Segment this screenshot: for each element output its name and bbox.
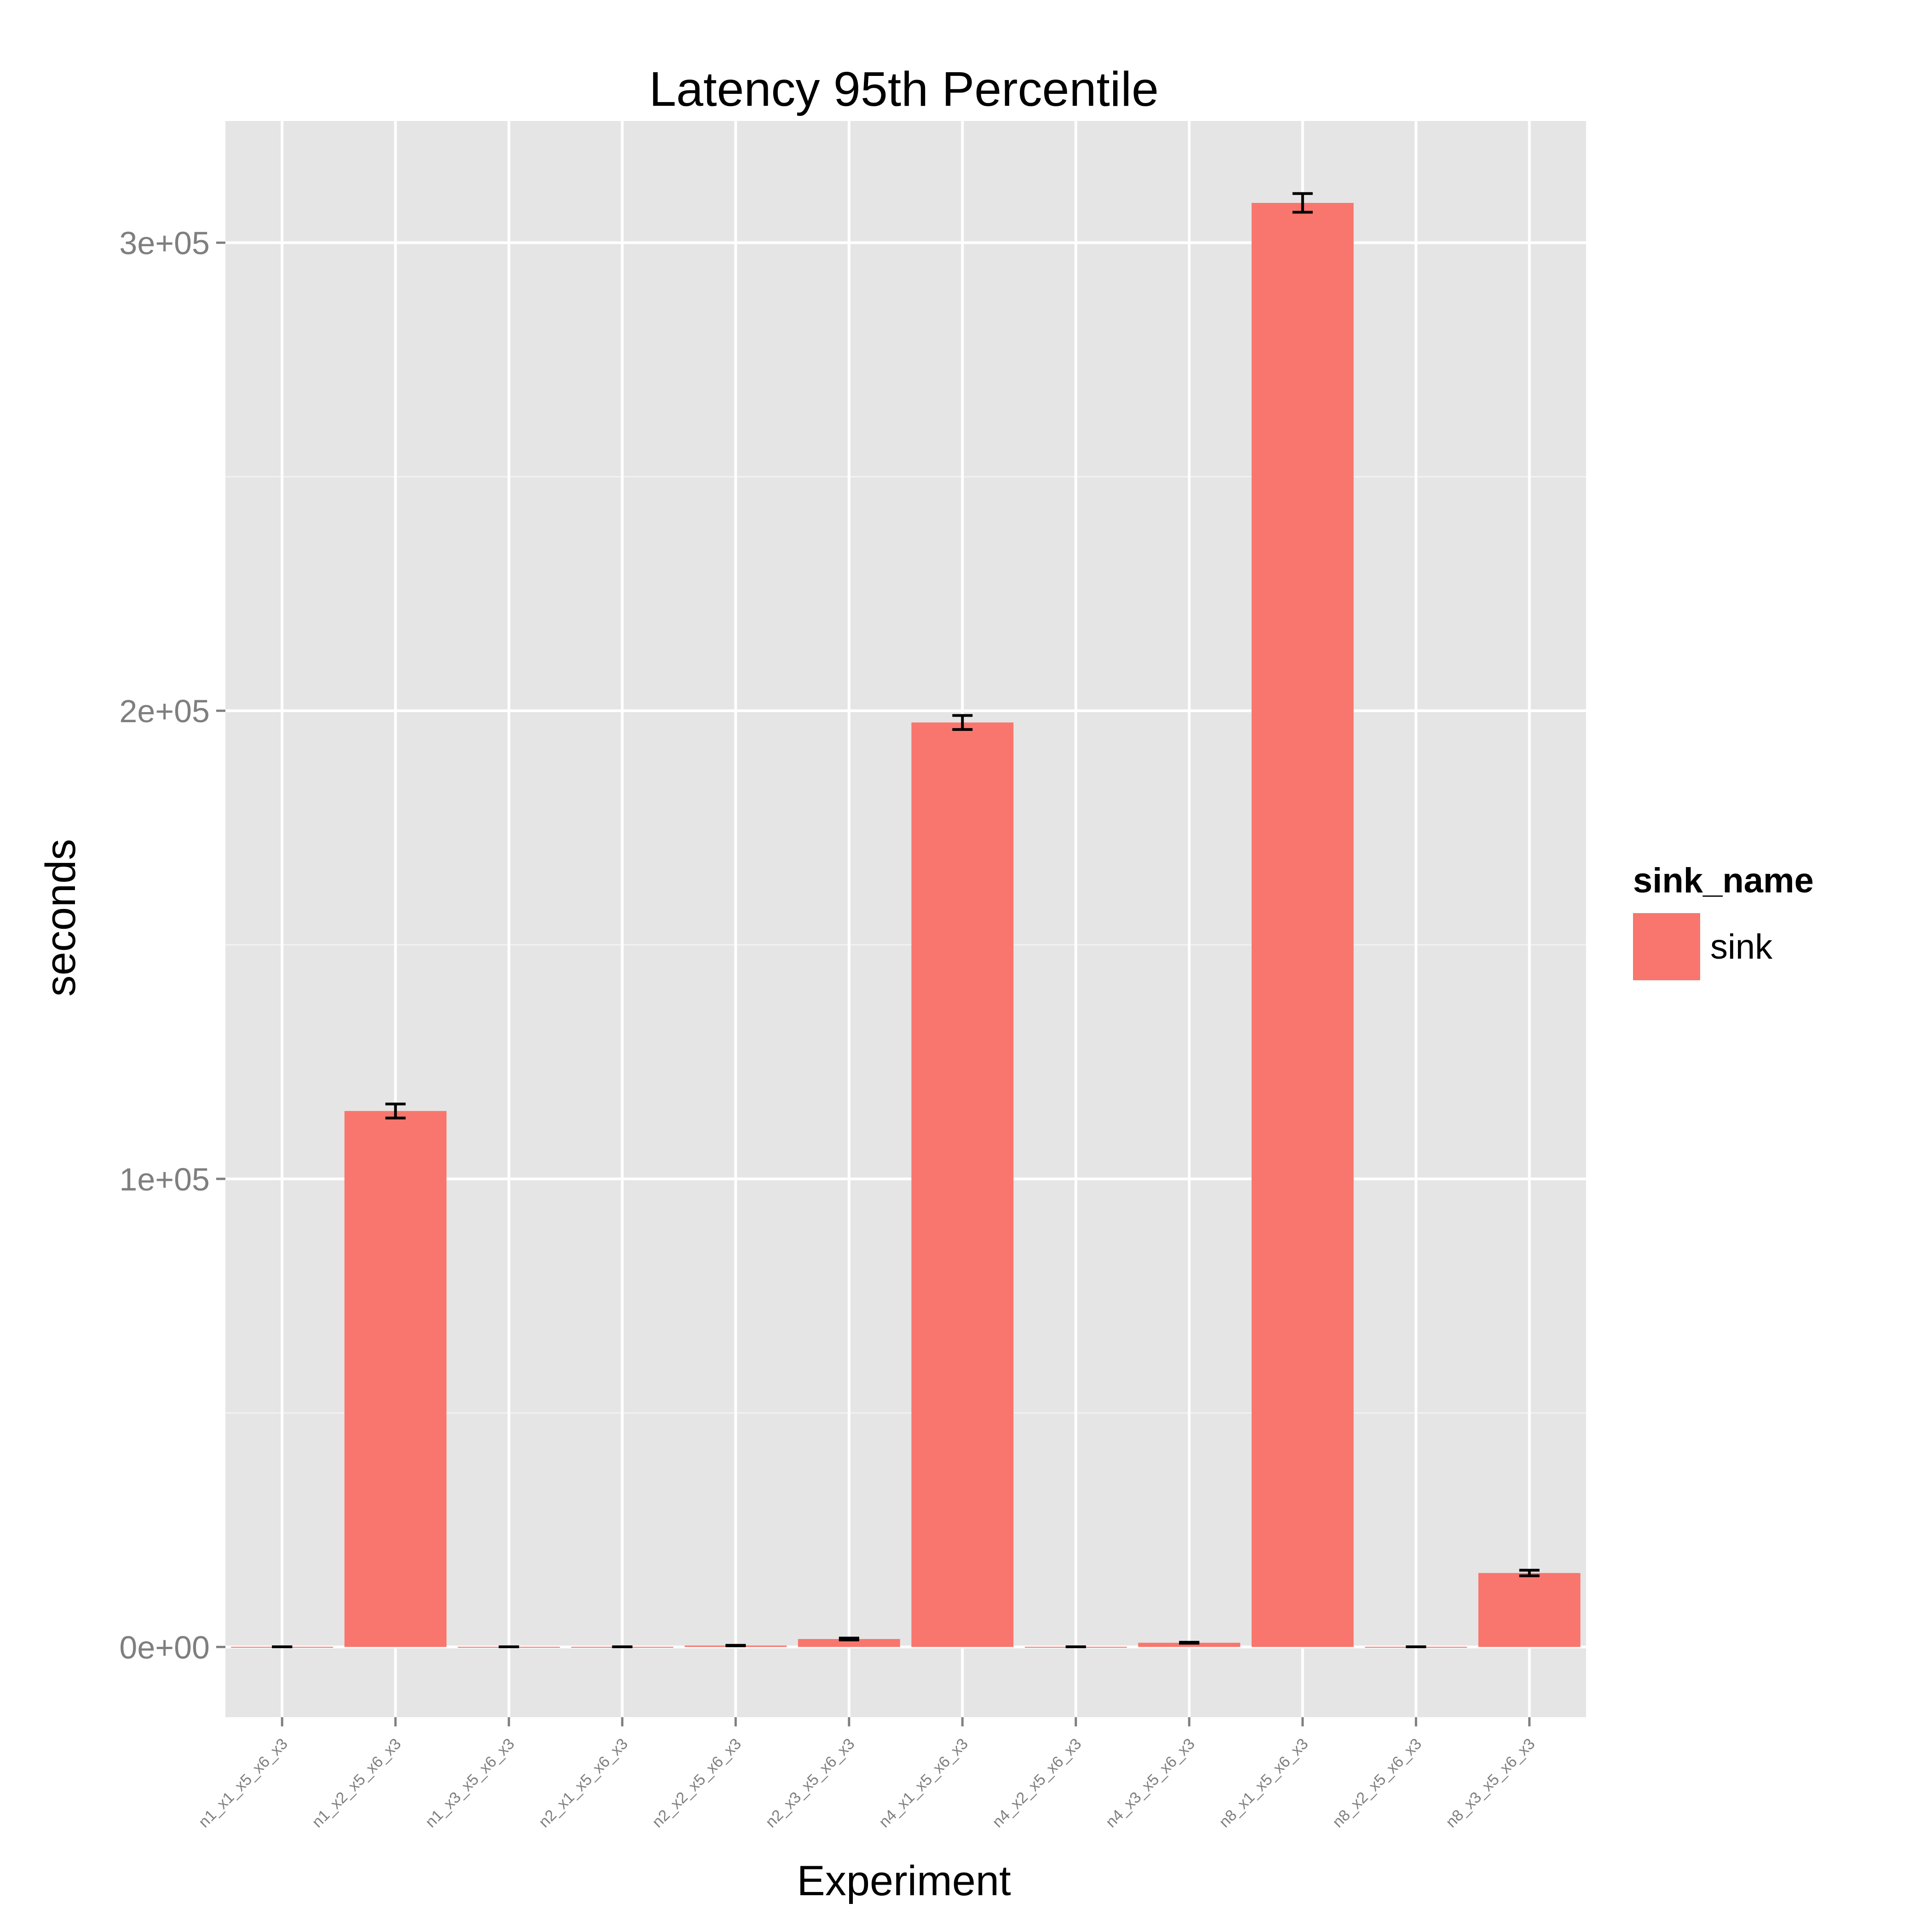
error-bar-n2_x2_x5_x6_x3 [725, 1644, 746, 1647]
bar-n4_x3_x5_x6_x3 [1138, 1643, 1241, 1647]
legend-label-sink: sink [1710, 927, 1773, 966]
x-axis: n1_x1_x5_x6_x3 n1_x2_x5_x6_x3 n1_x3_x5_x6_… [195, 1717, 1538, 1831]
error-bar-n8_x3_x5_x6_x3 [1519, 1569, 1540, 1577]
plot-panel [225, 121, 1586, 1717]
error-bars [272, 192, 1540, 1648]
y-tick-label: 2e+05 [119, 693, 210, 729]
x-tick-label: n1_x3_x5_x6_x3 [422, 1735, 518, 1831]
error-bar-n4_x3_x5_x6_x3 [1179, 1641, 1200, 1645]
y-axis-title: seconds [37, 839, 84, 997]
y-tick-label: 0e+00 [119, 1629, 210, 1665]
x-tick-label: n4_x2_x5_x6_x3 [989, 1735, 1085, 1831]
bar-n8_x1_x5_x6_x3 [1251, 203, 1354, 1647]
error-bar-n1_x2_x5_x6_x3 [385, 1102, 406, 1120]
bar-n4_x1_x5_x6_x3 [911, 722, 1014, 1647]
y-tick-label: 1e+05 [119, 1162, 210, 1197]
legend: sink_name sink [1633, 861, 1814, 980]
x-tick-label: n1_x2_x5_x6_x3 [309, 1735, 405, 1831]
bar-n1_x2_x5_x6_x3 [344, 1111, 447, 1647]
legend-title: sink_name [1633, 861, 1814, 900]
chart-title: Latency 95th Percentile [649, 62, 1159, 116]
x-tick-label: n2_x3_x5_x6_x3 [762, 1735, 858, 1831]
x-tick-label: n4_x1_x5_x6_x3 [875, 1735, 972, 1831]
y-axis: 0e+00 1e+05 2e+05 3e+05 [119, 225, 225, 1665]
y-tick-label: 3e+05 [119, 225, 210, 261]
x-tick-label: n2_x1_x5_x6_x3 [535, 1735, 632, 1831]
x-tick-label: n8_x2_x5_x6_x3 [1329, 1735, 1425, 1831]
bar-n2_x3_x5_x6_x3 [798, 1639, 900, 1647]
error-bar-n4_x1_x5_x6_x3 [952, 714, 973, 731]
grid-minor [225, 476, 1586, 1414]
legend-key-sink [1633, 913, 1700, 980]
x-tick-label: n8_x1_x5_x6_x3 [1216, 1735, 1312, 1831]
x-tick-label: n4_x3_x5_x6_x3 [1102, 1735, 1198, 1831]
x-axis-title: Experiment [797, 1857, 1011, 1904]
x-tick-label: n8_x3_x5_x6_x3 [1443, 1735, 1539, 1831]
bar-n8_x3_x5_x6_x3 [1478, 1573, 1581, 1647]
error-bar-n8_x1_x5_x6_x3 [1292, 192, 1313, 214]
x-tick-label: n1_x1_x5_x6_x3 [195, 1735, 291, 1831]
bars [231, 203, 1581, 1648]
error-bar-n2_x3_x5_x6_x3 [839, 1637, 859, 1642]
x-tick-label: n2_x2_x5_x6_x3 [649, 1735, 745, 1831]
